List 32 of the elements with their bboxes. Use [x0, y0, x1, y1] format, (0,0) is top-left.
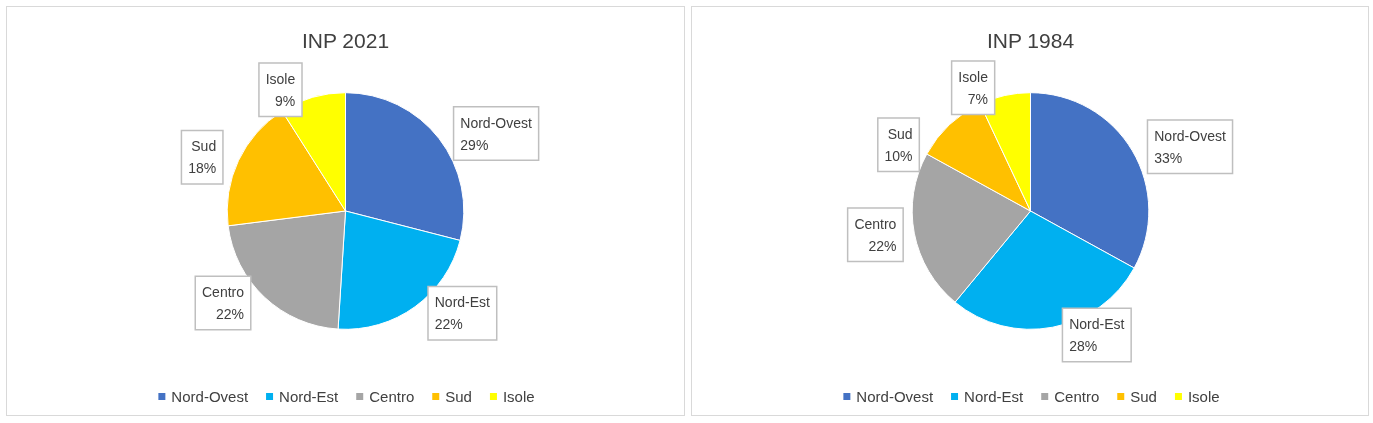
legend-label: Isole	[502, 388, 535, 405]
legend-label: Sud	[445, 388, 472, 405]
data-label: 7%	[967, 90, 988, 107]
data-label: 10%	[884, 147, 913, 164]
data-label: 28%	[1068, 338, 1097, 355]
legend-label: Nord-Ovest	[171, 388, 249, 405]
legend-label: Isole	[1187, 388, 1220, 405]
slice-label: Centro	[853, 215, 897, 232]
chart-title: INP 2021	[301, 29, 390, 52]
legend-label: Centro	[1053, 388, 1099, 405]
data-label: 22%	[867, 237, 896, 254]
slice-label: Sud	[887, 125, 913, 142]
data-label: 33%	[1153, 149, 1182, 166]
legend-label: Nord-Est	[279, 388, 340, 405]
slice-label: Centro	[202, 284, 245, 301]
slice-label: Nord-Ovest	[1153, 127, 1226, 144]
slice-label: Isole	[957, 68, 988, 85]
slice-label: Nord-Est	[434, 294, 491, 311]
slice-label: Nord-Est	[1068, 316, 1125, 333]
slice-label: Nord-Ovest	[460, 114, 532, 131]
legend-label: Sud	[1129, 388, 1157, 405]
data-label: 9%	[275, 92, 296, 109]
legend-label: Nord-Ovest	[855, 388, 934, 405]
legend-label: Nord-Est	[963, 388, 1024, 405]
slice-label: Sud	[191, 138, 217, 155]
data-label: 29%	[460, 136, 489, 153]
chart-title: INP 1984	[986, 29, 1074, 52]
data-label: 18%	[188, 160, 217, 177]
data-label: 22%	[216, 306, 245, 323]
data-label: 22%	[434, 316, 463, 333]
legend-label: Centro	[369, 388, 415, 405]
slice-label: Isole	[265, 70, 296, 87]
